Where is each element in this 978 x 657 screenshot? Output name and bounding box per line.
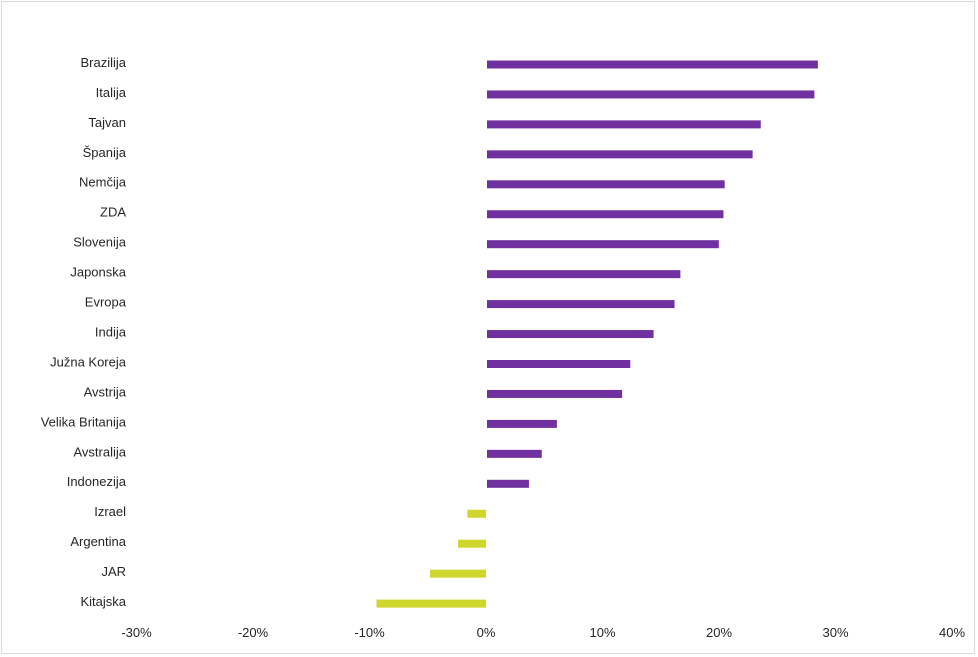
x-tick-label: -20% bbox=[238, 625, 269, 640]
x-tick-label: 40% bbox=[939, 625, 965, 640]
bar bbox=[487, 300, 675, 309]
category-label: Španija bbox=[83, 145, 127, 160]
category-label: Japonska bbox=[70, 265, 126, 280]
bar bbox=[487, 270, 681, 279]
x-tick-label: 30% bbox=[822, 625, 848, 640]
category-label: Kitajska bbox=[80, 594, 126, 609]
category-label: ZDA bbox=[100, 205, 126, 220]
category-label: Italija bbox=[96, 85, 127, 100]
bar bbox=[487, 419, 557, 428]
bar bbox=[487, 210, 724, 219]
bar bbox=[487, 180, 725, 189]
bar bbox=[487, 449, 542, 458]
category-label: Južna Koreja bbox=[50, 354, 127, 369]
category-label: Tajvan bbox=[88, 115, 126, 130]
category-label: Argentina bbox=[70, 534, 126, 549]
category-label: Izrael bbox=[94, 504, 126, 519]
bar bbox=[487, 389, 623, 398]
bar bbox=[487, 360, 631, 368]
x-tick-label: -10% bbox=[354, 625, 385, 640]
x-tick-label: 10% bbox=[589, 625, 615, 640]
category-label: Brazilija bbox=[80, 55, 126, 70]
bar bbox=[487, 90, 815, 99]
bar bbox=[487, 120, 761, 129]
bar bbox=[487, 240, 719, 249]
bar bbox=[430, 569, 486, 578]
category-label: Nemčija bbox=[79, 175, 127, 190]
x-tick-label: 0% bbox=[477, 625, 496, 640]
category-label: Avstrija bbox=[84, 384, 127, 399]
bar bbox=[467, 509, 486, 518]
bar bbox=[487, 60, 818, 69]
x-tick-label: 20% bbox=[706, 625, 732, 640]
category-label: Indonezija bbox=[67, 474, 127, 489]
category-label: Velika Britanija bbox=[41, 414, 127, 429]
category-label: Avstralija bbox=[73, 444, 126, 459]
x-tick-label: -30% bbox=[121, 625, 152, 640]
bar bbox=[376, 599, 486, 608]
bar bbox=[487, 330, 654, 339]
category-label: Evropa bbox=[85, 295, 127, 310]
bar bbox=[487, 150, 753, 159]
category-label: Slovenija bbox=[73, 235, 127, 250]
category-label: Indija bbox=[95, 324, 127, 339]
category-label: JAR bbox=[101, 564, 126, 579]
bar bbox=[487, 479, 529, 488]
bar bbox=[458, 539, 486, 548]
